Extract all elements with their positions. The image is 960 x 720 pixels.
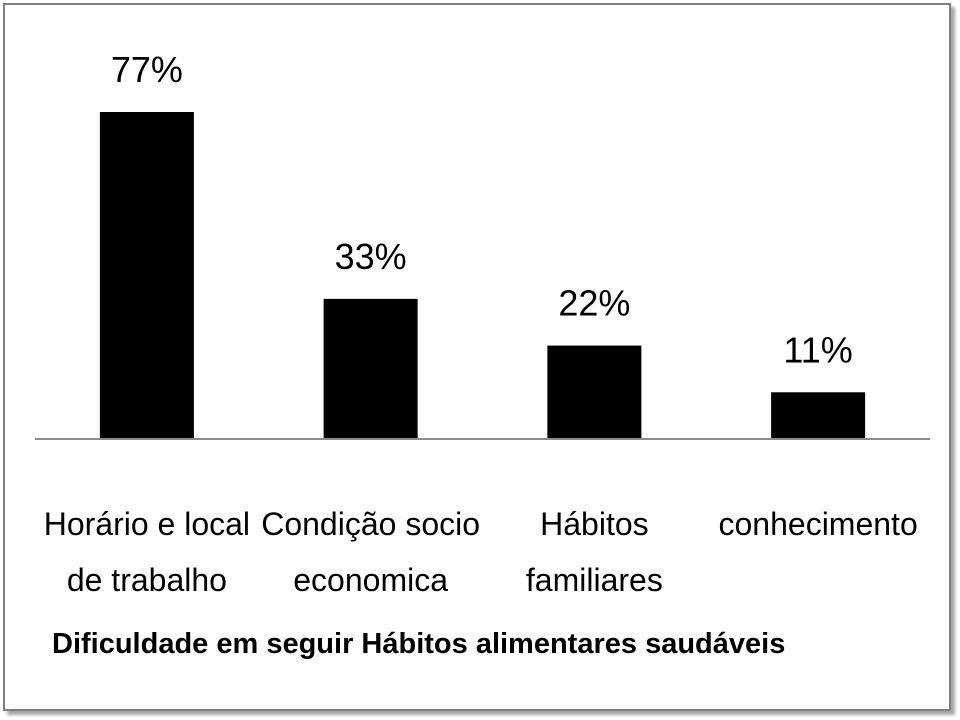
category-label-1-line-2: de trabalho [67, 562, 227, 598]
category-label-1-line-1: Horário e local [44, 506, 250, 542]
bar-4 [771, 392, 866, 439]
bar-2 [323, 298, 418, 439]
chart-title: Dificuldade em seguir Hábitos alimentare… [52, 628, 786, 660]
category-label-3-line-2: familiares [526, 562, 663, 598]
category-label-3-line-1: Hábitos [540, 506, 649, 542]
value-label-2: 33% [335, 236, 407, 277]
bar-1 [99, 112, 194, 439]
value-label-1: 77% [111, 49, 183, 90]
labels-group: 77% Horário e local de trabalho 33% Condição… [44, 49, 918, 598]
bar-3 [547, 345, 642, 439]
category-label-2-line-1: Condição socio [261, 506, 480, 542]
value-label-4: 11% [783, 329, 852, 370]
bars-group [99, 112, 866, 439]
category-label-2-line-2: economica [293, 562, 448, 598]
category-label-4-line-1: conhecimento [719, 506, 918, 542]
value-label-3: 22% [558, 283, 630, 324]
